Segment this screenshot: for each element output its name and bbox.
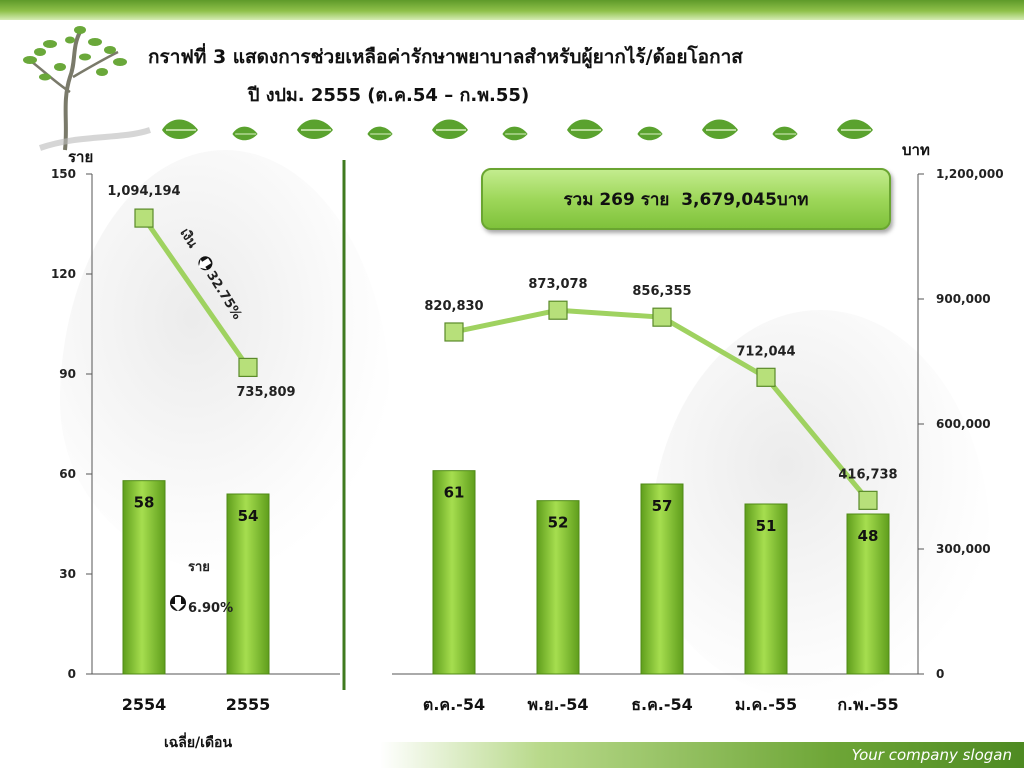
line-marker bbox=[756, 367, 776, 387]
x-tick-label: ต.ค.-54 bbox=[423, 695, 485, 714]
line-marker bbox=[652, 307, 672, 327]
bar bbox=[846, 513, 890, 675]
bar bbox=[536, 500, 580, 675]
leaf-icon bbox=[772, 126, 798, 141]
line-marker bbox=[548, 300, 568, 320]
line-marker bbox=[134, 208, 154, 228]
y-right-tick-label: 900,000 bbox=[936, 292, 991, 306]
y-right-tick-label: 300,000 bbox=[936, 542, 991, 556]
bar-value-label: 61 bbox=[444, 484, 465, 502]
x-tick-label: ก.พ.-55 bbox=[837, 695, 898, 714]
chart-title: กราฟที่ 3 แสดงการช่วยเหลือค่ารักษาพยาบาล… bbox=[148, 46, 743, 68]
y-left-tick-label: 0 bbox=[68, 667, 76, 681]
bar bbox=[122, 480, 166, 675]
line-value-label: 416,738 bbox=[838, 467, 897, 482]
y-right-tick-label: 1,200,000 bbox=[936, 167, 1004, 181]
tree-logo bbox=[23, 26, 151, 151]
y-right-axis-label: บาท bbox=[902, 141, 930, 159]
line-marker bbox=[858, 490, 878, 510]
bar-value-label: 58 bbox=[134, 494, 155, 512]
x-tick-label: 2554 bbox=[122, 695, 167, 714]
bar-value-label: 54 bbox=[238, 507, 259, 525]
leaf-icon bbox=[637, 126, 663, 141]
bar-value-label: 48 bbox=[858, 527, 879, 545]
line-series bbox=[141, 216, 251, 369]
y-left-tick-label: 60 bbox=[59, 467, 76, 481]
bar-value-label: 57 bbox=[652, 497, 673, 515]
annotation-change: 6.90% bbox=[188, 601, 233, 616]
y-right-tick-label: 600,000 bbox=[936, 417, 991, 431]
bar bbox=[226, 493, 270, 675]
money-change-annotation: เงิน32.75% bbox=[177, 226, 245, 322]
leaf-decoration-row bbox=[162, 119, 873, 141]
leaf-icon bbox=[232, 126, 258, 141]
line-marker bbox=[444, 322, 464, 342]
leaf-icon bbox=[702, 119, 738, 139]
bar-value-label: 51 bbox=[756, 517, 777, 535]
line-value-label: 820,830 bbox=[424, 299, 483, 314]
leaf-icon bbox=[432, 119, 468, 139]
annotation-label: ราย bbox=[188, 560, 210, 575]
x-tick-label: ม.ค.-55 bbox=[735, 695, 797, 714]
bar bbox=[640, 483, 684, 675]
down-arrow-glyph bbox=[171, 597, 185, 611]
leaf-icon bbox=[367, 126, 393, 141]
line-value-label: 735,809 bbox=[236, 385, 295, 400]
line-series bbox=[453, 307, 870, 502]
line-marker bbox=[238, 357, 258, 378]
x-tick-label: พ.ย.-54 bbox=[528, 695, 589, 714]
line-value-label: 873,078 bbox=[528, 277, 587, 292]
leaf-icon bbox=[297, 119, 333, 139]
y-left-tick-label: 120 bbox=[51, 267, 76, 281]
background-leaf-left bbox=[60, 150, 390, 570]
bar bbox=[744, 503, 788, 675]
total-summary-box: รวม 269 ราย 3,679,045บาท bbox=[481, 168, 891, 230]
y-left-tick-label: 150 bbox=[51, 167, 76, 181]
down-arrow-glyph bbox=[198, 258, 212, 270]
leaf-icon bbox=[162, 119, 198, 139]
leaf-icon bbox=[502, 126, 528, 141]
line-value-label: 712,044 bbox=[736, 344, 795, 359]
line-value-label: 856,355 bbox=[632, 284, 691, 299]
y-left-tick-label: 90 bbox=[59, 367, 76, 381]
chart-subtitle: ปี งปม. 2555 (ต.ค.54 – ก.พ.55) bbox=[248, 85, 530, 106]
background-leaf-right bbox=[650, 310, 990, 700]
leaf-icon bbox=[567, 119, 603, 139]
leaf-icon bbox=[837, 119, 873, 139]
x-axis-label: เฉลี่ย/เดือน bbox=[164, 732, 233, 751]
bar-value-label: 52 bbox=[548, 514, 569, 532]
x-tick-label: 2555 bbox=[226, 695, 271, 714]
annotation-label: เงิน bbox=[177, 226, 200, 251]
bar bbox=[432, 470, 476, 675]
y-left-tick-label: 30 bbox=[59, 567, 76, 581]
y-left-axis-label: ราย bbox=[68, 148, 93, 166]
company-slogan: Your company slogan bbox=[851, 746, 1012, 764]
y-right-tick-label: 0 bbox=[936, 667, 944, 681]
top-banner bbox=[0, 0, 1024, 20]
footer-bar bbox=[380, 742, 1024, 768]
x-tick-label: ธ.ค.-54 bbox=[631, 695, 693, 714]
line-value-label: 1,094,194 bbox=[107, 184, 180, 199]
